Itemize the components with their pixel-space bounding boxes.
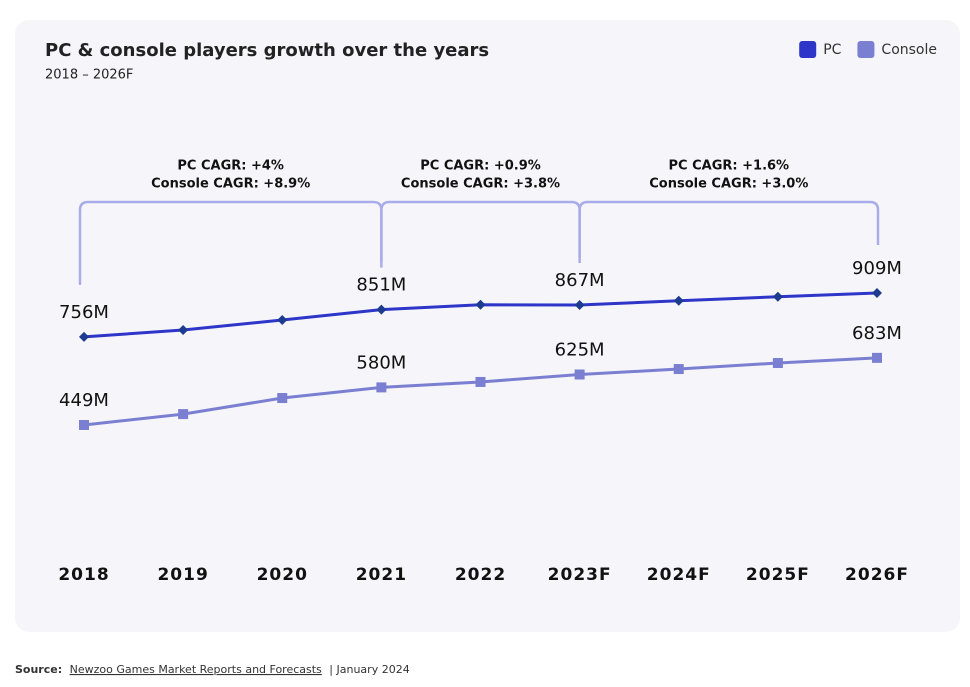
point: [178, 409, 189, 420]
point: [277, 314, 288, 325]
cagr-console: Console CAGR: +8.9%: [151, 177, 310, 192]
x-tick-label: 2025F: [746, 565, 810, 585]
point: [79, 420, 89, 430]
value-label: 625M: [555, 339, 605, 360]
value-label: 909M: [852, 258, 902, 279]
point: [475, 376, 486, 387]
x-tick-label: 2021: [356, 565, 407, 585]
value-label: 851M: [356, 275, 406, 296]
cagr-console: Console CAGR: +3.8%: [401, 177, 560, 192]
x-tick-label: 2020: [257, 565, 308, 585]
x-tick-label: 2024F: [647, 565, 711, 585]
point: [178, 325, 189, 336]
x-tick-label: 2018: [58, 565, 109, 585]
value-label: 683M: [852, 323, 902, 344]
value-label: 449M: [59, 390, 109, 411]
value-label: 867M: [555, 270, 605, 291]
point: [574, 300, 585, 311]
legend-swatch: [857, 41, 875, 58]
point: [277, 393, 288, 404]
source-date: | January 2024: [329, 663, 409, 676]
card: [15, 20, 960, 632]
x-tick-label: 2022: [455, 565, 506, 585]
point: [772, 358, 783, 369]
cagr-pc: PC CAGR: +1.6%: [669, 159, 790, 174]
point: [79, 331, 89, 342]
legend-swatch: [799, 41, 817, 58]
point: [673, 364, 684, 375]
point: [772, 291, 783, 302]
legend-label: PC: [823, 42, 841, 58]
x-tick-label: 2026F: [845, 565, 909, 585]
value-label: 756M: [59, 302, 109, 323]
cagr-bracket: [578, 200, 880, 264]
point: [872, 352, 882, 363]
source-link[interactable]: Newzoo Games Market Reports and Forecast…: [70, 663, 322, 676]
chart-subtitle: 2018 – 2026F: [45, 68, 133, 83]
point: [574, 369, 585, 380]
cagr-pc: PC CAGR: +4%: [177, 159, 284, 174]
cagr-pc: PC CAGR: +0.9%: [420, 159, 541, 174]
point: [376, 382, 387, 393]
value-label: 580M: [356, 352, 406, 373]
point: [475, 299, 486, 310]
point: [673, 295, 684, 306]
point: [872, 288, 882, 298]
source-label: Source:: [15, 663, 62, 676]
cagr-console: Console CAGR: +3.0%: [649, 177, 808, 192]
legend-label: Console: [881, 42, 937, 58]
chart-title: PC & console players growth over the yea…: [45, 40, 489, 61]
point: [376, 304, 387, 315]
x-tick-label: 2019: [157, 565, 208, 585]
x-tick-label: 2023F: [548, 565, 612, 585]
source: Source: Newzoo Games Market Reports and …: [15, 663, 410, 676]
